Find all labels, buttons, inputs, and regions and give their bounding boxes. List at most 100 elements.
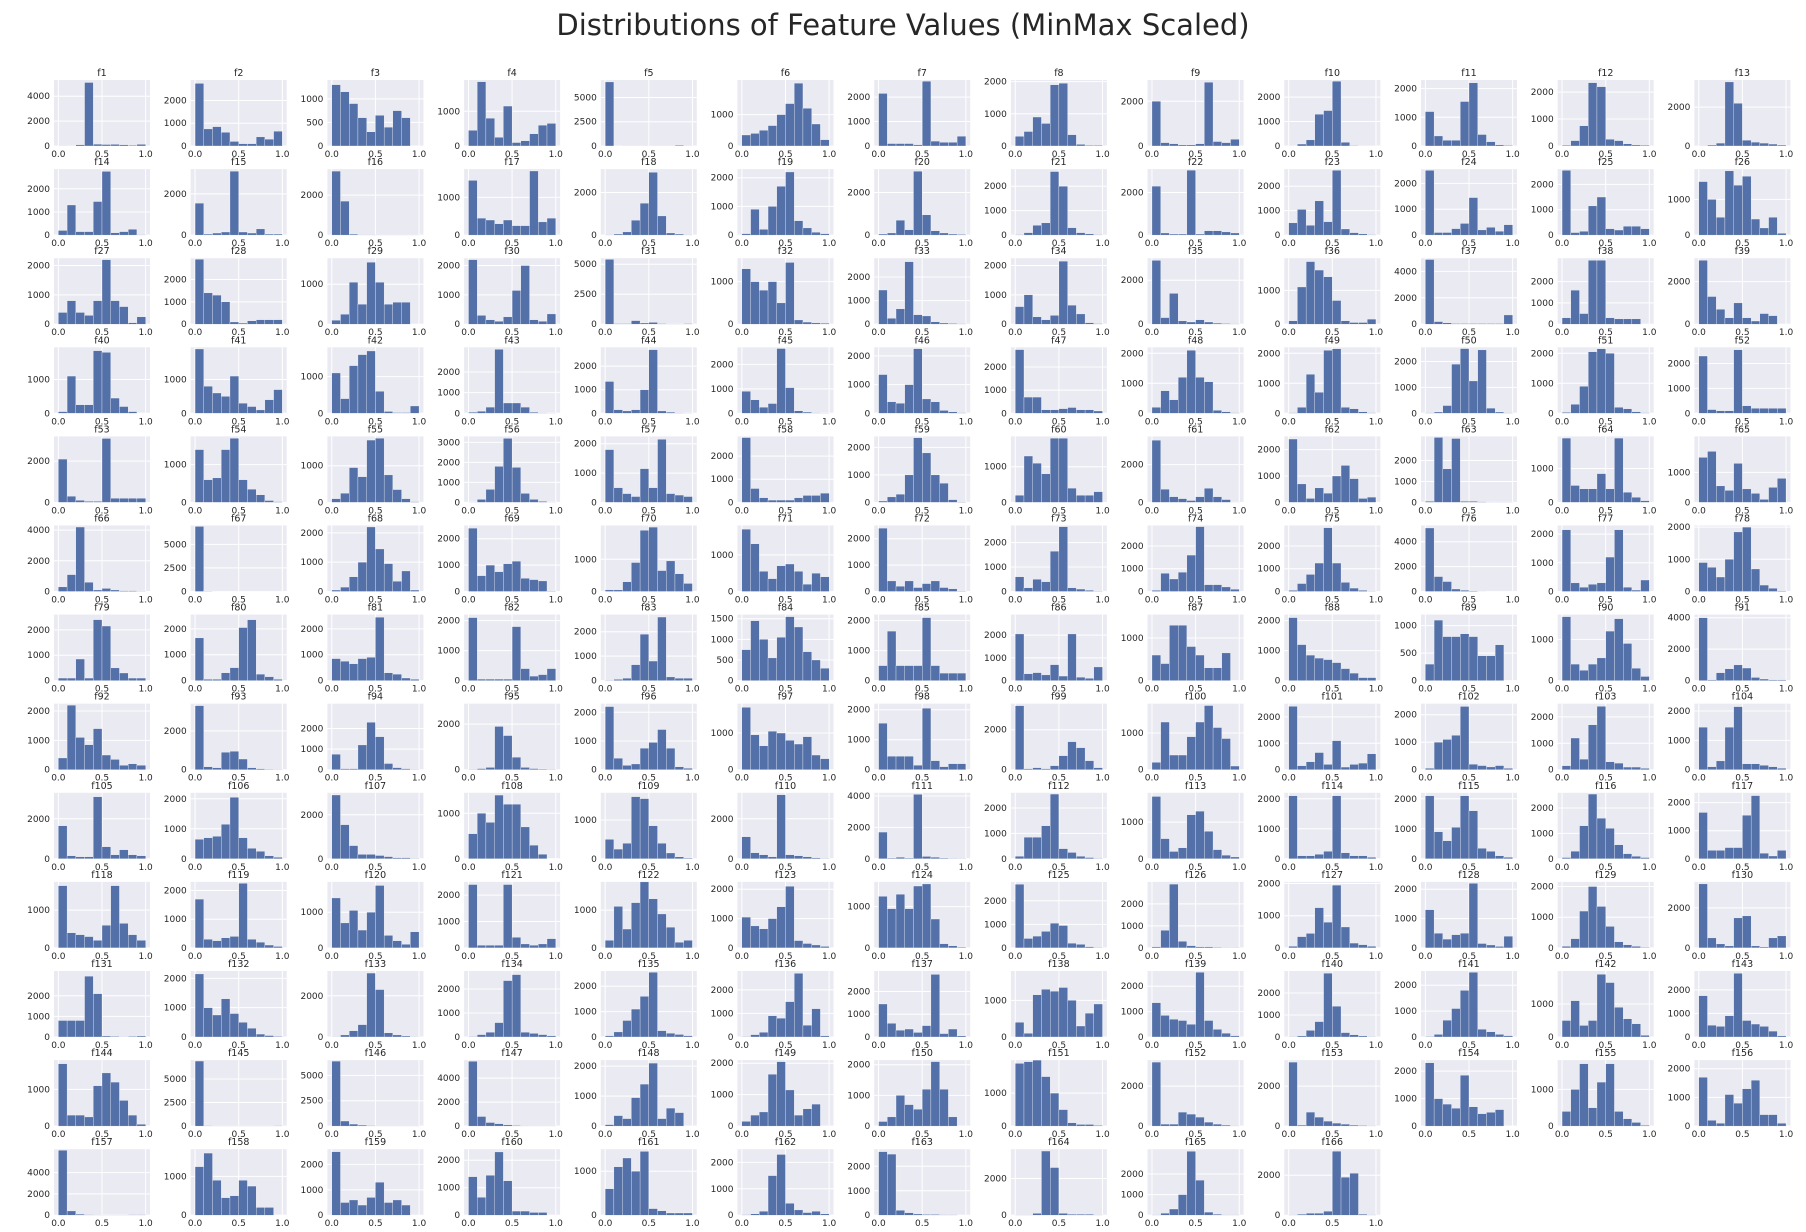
histogram-bar bbox=[1314, 854, 1324, 859]
histogram-bar bbox=[256, 673, 266, 681]
x-tick-label: 1.0 bbox=[412, 685, 427, 695]
y-tick-label: 1000 bbox=[164, 651, 187, 661]
histogram-bar bbox=[392, 767, 402, 770]
y-tick-label: 1000 bbox=[984, 563, 1007, 573]
histogram-bar bbox=[1305, 1030, 1315, 1038]
histogram-bar bbox=[1297, 765, 1307, 770]
y-tick-label: 3000 bbox=[437, 438, 460, 448]
y-tick-label: 1000 bbox=[574, 737, 597, 747]
histogram-bar bbox=[1460, 323, 1470, 325]
x-tick-label: 0.0 bbox=[1418, 417, 1433, 427]
histogram-bar bbox=[1640, 500, 1650, 503]
histogram-bar bbox=[930, 760, 940, 770]
histogram-bar bbox=[1076, 1124, 1086, 1127]
subplot-title: f132 bbox=[228, 959, 249, 970]
histogram-bar bbox=[1605, 982, 1615, 1038]
histogram-bar bbox=[1160, 1123, 1170, 1127]
y-tick-label: 0 bbox=[44, 498, 50, 508]
y-tick-label: 2000 bbox=[574, 982, 597, 992]
y-tick-label: 1000 bbox=[27, 1012, 50, 1022]
histogram-bar bbox=[1733, 349, 1743, 414]
histogram-bar bbox=[383, 411, 394, 414]
histogram-bar bbox=[256, 319, 266, 325]
histogram-bar bbox=[1195, 1116, 1205, 1127]
histogram-bar bbox=[194, 348, 204, 414]
x-tick-label: 0.0 bbox=[51, 596, 66, 606]
x-tick-label: 1.0 bbox=[822, 685, 837, 695]
x-tick-label: 0.0 bbox=[1281, 774, 1296, 784]
histogram-bar bbox=[84, 677, 94, 681]
x-tick-label: 0.0 bbox=[461, 239, 476, 249]
histogram-bar bbox=[1323, 221, 1333, 236]
histogram-bar bbox=[357, 304, 367, 325]
subplot-title: f45 bbox=[778, 335, 793, 346]
histogram-bar bbox=[477, 411, 487, 414]
histogram-bar bbox=[477, 575, 487, 592]
y-tick-label: 2000 bbox=[1667, 904, 1690, 914]
x-tick-label: 1.0 bbox=[275, 1130, 290, 1140]
x-tick-label: 0.0 bbox=[1281, 328, 1296, 338]
subplot-title: f102 bbox=[1458, 692, 1479, 703]
histogram-bar bbox=[1460, 795, 1470, 859]
x-tick-label: 1.0 bbox=[275, 863, 290, 873]
histogram-bar bbox=[1433, 576, 1443, 592]
histogram-bar bbox=[410, 405, 420, 414]
y-tick-label: 0 bbox=[181, 142, 187, 152]
subplot-title: f17 bbox=[504, 157, 519, 168]
histogram-bar bbox=[357, 1124, 367, 1127]
histogram-bar bbox=[1332, 170, 1342, 236]
histogram-bar bbox=[1332, 1122, 1342, 1127]
histogram-bar bbox=[1579, 231, 1589, 236]
y-tick-label: 1000 bbox=[574, 555, 597, 565]
histogram-bar bbox=[58, 230, 68, 236]
histogram-bar bbox=[767, 657, 777, 681]
histogram-bar bbox=[1605, 761, 1615, 770]
histogram-bar bbox=[1314, 114, 1324, 147]
histogram-bar bbox=[1151, 407, 1161, 414]
histogram-bar bbox=[1186, 350, 1196, 414]
y-tick-label: 0 bbox=[1275, 320, 1281, 330]
histogram-bar bbox=[674, 1034, 684, 1038]
histogram-bar bbox=[1698, 355, 1708, 414]
histogram-bar bbox=[1631, 411, 1641, 414]
x-tick-label: 0.5 bbox=[1462, 774, 1476, 784]
histogram-bar bbox=[1477, 655, 1487, 681]
subplot-title: f40 bbox=[94, 335, 109, 346]
histogram-bar bbox=[631, 902, 641, 949]
subplot-title: f73 bbox=[1051, 514, 1066, 525]
subplot-title: f137 bbox=[911, 959, 932, 970]
histogram-bar bbox=[1230, 139, 1240, 147]
subplot-title: f91 bbox=[1735, 603, 1750, 614]
x-tick-label: 0.0 bbox=[325, 417, 340, 427]
histogram-bar bbox=[1041, 989, 1051, 1038]
x-tick-label: 1.0 bbox=[1642, 417, 1657, 427]
y-tick-label: 0 bbox=[1548, 1122, 1554, 1132]
y-tick-label: 2000 bbox=[1531, 180, 1554, 190]
histogram-bar bbox=[613, 233, 623, 236]
histogram-bar bbox=[939, 322, 949, 325]
histogram-bar bbox=[1349, 764, 1359, 770]
histogram-bar bbox=[247, 939, 257, 949]
x-tick-label: 0.0 bbox=[1418, 506, 1433, 516]
histogram-bar bbox=[1724, 410, 1734, 414]
histogram-bar bbox=[820, 1213, 830, 1216]
x-tick-label: 1.0 bbox=[1505, 328, 1520, 338]
y-tick-label: 0 bbox=[1548, 766, 1554, 776]
histogram-bar bbox=[75, 856, 85, 859]
x-tick-label: 0.0 bbox=[1418, 328, 1433, 338]
histogram-bar bbox=[136, 498, 146, 503]
histogram-bar bbox=[1323, 110, 1333, 147]
y-tick-label: 1000 bbox=[164, 119, 187, 129]
y-tick-label: 2000 bbox=[1121, 1082, 1144, 1092]
x-tick-label: 0.0 bbox=[598, 685, 613, 695]
x-tick-label: 0.5 bbox=[1599, 952, 1613, 962]
